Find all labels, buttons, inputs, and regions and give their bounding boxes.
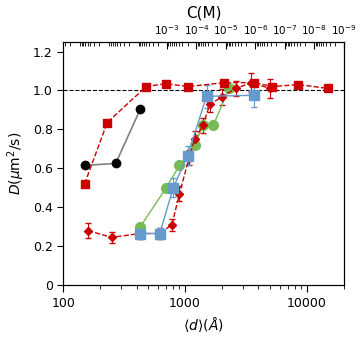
X-axis label: $\langle d\rangle$($\AA$): $\langle d\rangle$($\AA$) [183, 316, 224, 335]
X-axis label: C(M): C(M) [186, 5, 221, 20]
Y-axis label: $D$($\mu$m$^2$/s): $D$($\mu$m$^2$/s) [5, 132, 27, 195]
